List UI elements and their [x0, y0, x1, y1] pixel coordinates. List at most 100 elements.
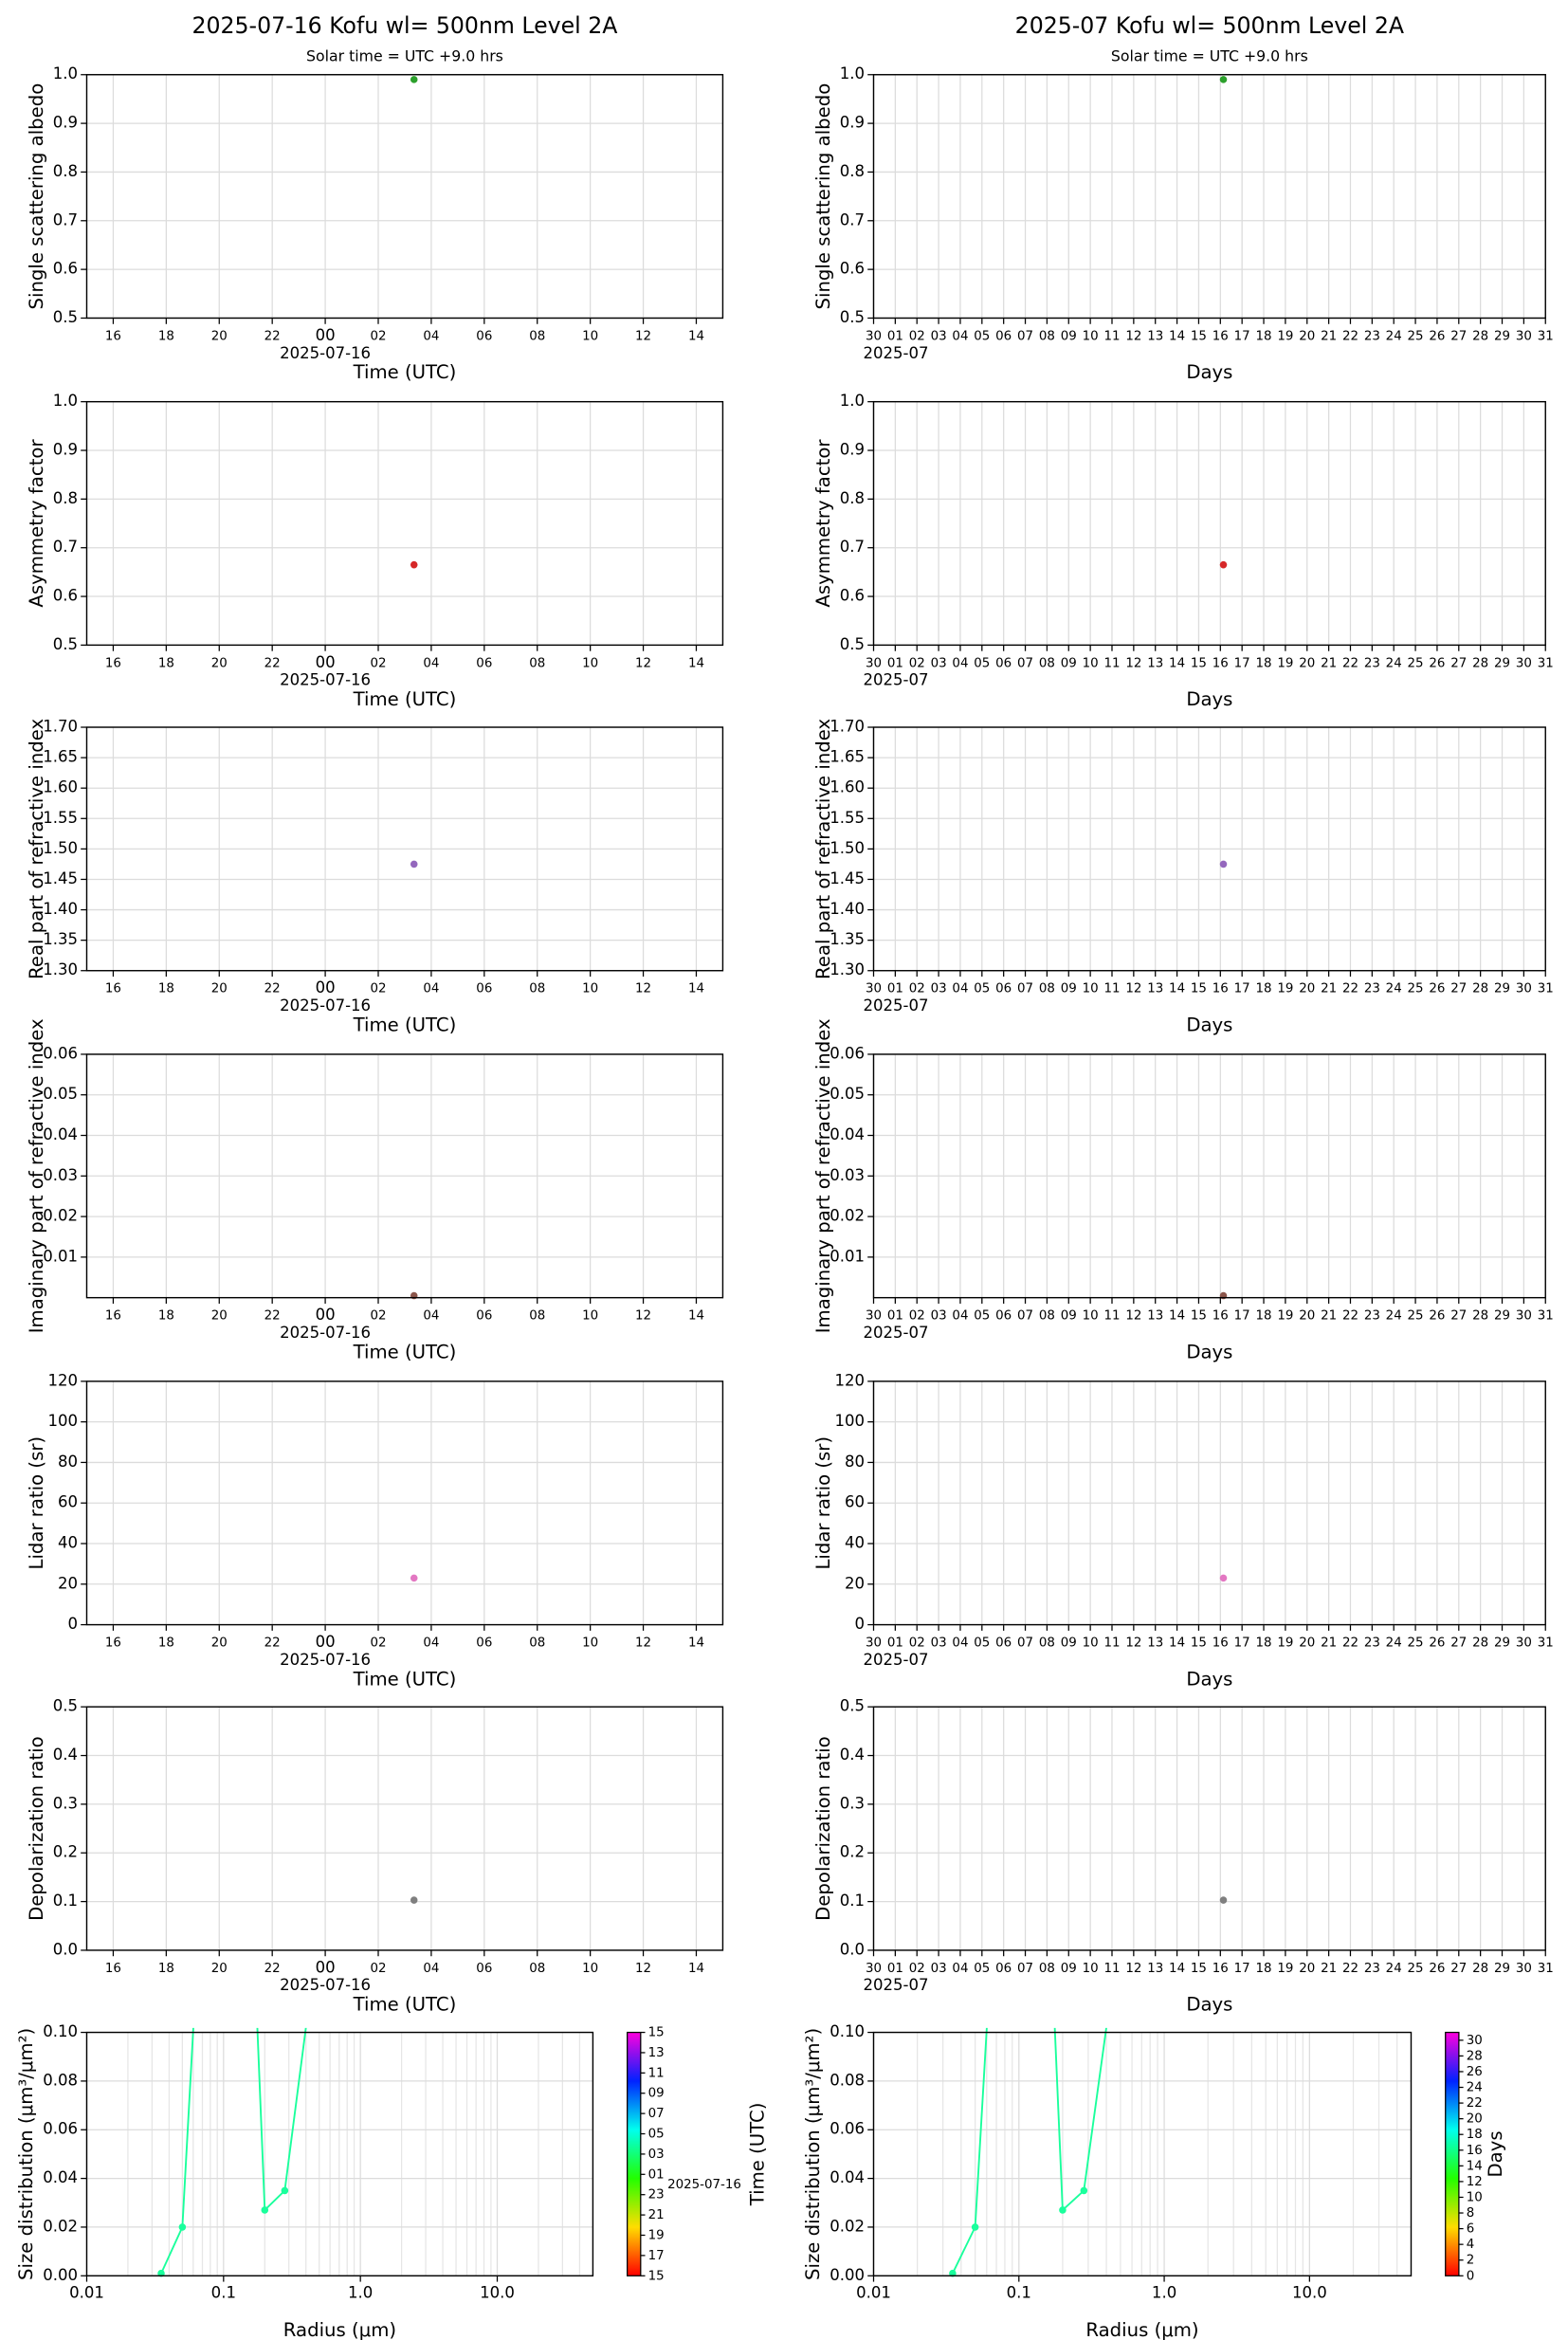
x-tick-label: 10 — [582, 1309, 598, 1324]
axes-frame — [85, 1706, 724, 1951]
x-tick-label: 14 — [688, 1309, 704, 1324]
x-tick-label: 22 — [264, 1309, 281, 1324]
x-tick-label: 04 — [423, 1962, 439, 1976]
point — [971, 2223, 979, 2231]
x-tick-label: 17 — [1234, 982, 1250, 996]
x-tick-label: 22 — [264, 656, 281, 670]
y-tick-label: 0.5 — [53, 1697, 78, 1715]
x-tick-label: 25 — [1408, 329, 1424, 343]
colorbar — [626, 2031, 642, 2276]
x-tick-label: 21 — [1321, 329, 1337, 343]
y-axis-label: Lidar ratio (sr) — [812, 1436, 834, 1570]
x-tick-label: 21 — [1321, 1636, 1337, 1650]
y-tick-label: 0.1 — [840, 1892, 865, 1910]
axes-frame — [85, 2031, 594, 2276]
x-tick-label: 18 — [1256, 1309, 1272, 1324]
y-axis-label: Asymmetry factor — [26, 439, 47, 608]
colorbar-tick-label: 16 — [1467, 2144, 1483, 2158]
x-tick-label: 27 — [1450, 1636, 1467, 1650]
x-tick-label: 02 — [909, 656, 925, 670]
y-tick-label: 1.0 — [53, 64, 78, 82]
x-tick-label: 31 — [1538, 329, 1554, 343]
x-axis-label: Days — [1186, 1015, 1232, 1036]
x-tick-label: 19 — [1277, 656, 1293, 670]
x-tick-label: 16 — [105, 1962, 121, 1976]
x-tick-label: 30 — [866, 1636, 882, 1650]
plot-area — [410, 1574, 418, 1582]
x-tick-label: 10 — [582, 982, 598, 996]
x-tick-label: 12 — [1125, 1962, 1141, 1976]
x-tick-label: 31 — [1538, 1636, 1554, 1650]
x-tick-label: 16 — [1212, 1962, 1229, 1976]
colorbar-tick-label: 15 — [648, 2026, 665, 2040]
colorbar-tick-label: 15 — [648, 2269, 665, 2283]
y-tick-label: 0.2 — [53, 1843, 78, 1861]
y-tick-label: 0.06 — [830, 1044, 865, 1062]
point — [410, 560, 418, 569]
colorbar-tick-label: 0 — [1467, 2269, 1475, 2283]
point — [1219, 860, 1228, 868]
x-tick-label: 15 — [1191, 1309, 1207, 1324]
x-tick-label: 16 — [1212, 329, 1229, 343]
plot-area — [1219, 1896, 1228, 1904]
x-tick-label: 00 — [316, 978, 336, 996]
x-tick-label: 24 — [1386, 982, 1402, 996]
x-tick-label: 30 — [1516, 1636, 1532, 1650]
x-tick-label: 00 — [316, 1633, 336, 1651]
x-tick-label: 06 — [476, 1962, 492, 1976]
y-tick-label: 0.6 — [53, 260, 78, 278]
y-tick-label: 100 — [835, 1412, 866, 1430]
colorbar-tick-label: 03 — [648, 2148, 665, 2162]
y-tick-label: 0.9 — [840, 441, 865, 459]
x-tick-label: 25 — [1408, 1636, 1424, 1650]
x-tick-label: 28 — [1472, 656, 1488, 670]
x-tick-label: 05 — [974, 982, 990, 996]
x-tick-label: 31 — [1538, 1309, 1554, 1324]
y-tick-label: 0.04 — [830, 1125, 865, 1143]
x-tick-label: 24 — [1386, 1636, 1402, 1650]
x-tick-label: 20 — [211, 1962, 228, 1976]
x-tick-label: 31 — [1538, 656, 1554, 670]
x-tick-label: 28 — [1472, 1636, 1488, 1650]
colorbar-tick-label: 4 — [1467, 2238, 1475, 2252]
x-annotation: 2025-07 — [863, 344, 928, 362]
x-tick-label: 27 — [1450, 656, 1467, 670]
x-tick-label: 03 — [931, 656, 947, 670]
x-tick-label: 02 — [909, 1636, 925, 1650]
y-tick-label: 0.0 — [840, 1940, 865, 1958]
x-tick-label: 13 — [1147, 1962, 1163, 1976]
x-tick-label: 08 — [529, 329, 545, 343]
axes-frame — [872, 1380, 1546, 1626]
x-tick-label: 02 — [909, 1962, 925, 1976]
y-tick-label: 60 — [845, 1493, 865, 1511]
x-tick-label: 06 — [995, 329, 1012, 343]
point — [410, 76, 418, 83]
y-axis-label: Lidar ratio (sr) — [26, 1436, 47, 1570]
y-tick-label: 1.40 — [43, 900, 78, 918]
y-tick-label: 120 — [48, 1371, 79, 1389]
x-tick-label: 18 — [158, 1636, 174, 1650]
x-tick-label: 10 — [582, 329, 598, 343]
y-tick-label: 1.70 — [43, 718, 78, 736]
x-tick-label: 18 — [158, 982, 174, 996]
x-tick-label: 10 — [582, 1962, 598, 1976]
x-tick-label: 19 — [1277, 329, 1293, 343]
x-tick-label: 08 — [1039, 329, 1055, 343]
x-tick-label: 06 — [476, 1309, 492, 1324]
x-tick-label: 07 — [1017, 1962, 1033, 1976]
y-tick-label: 1.70 — [830, 718, 865, 736]
x-tick-label: 02 — [370, 656, 386, 670]
x-tick-label: 16 — [1212, 656, 1229, 670]
y-tick-label: 0 — [68, 1615, 79, 1633]
point — [1219, 76, 1228, 83]
x-tick-label: 26 — [1429, 656, 1445, 670]
point — [261, 2206, 269, 2214]
x-tick-label: 00 — [316, 1958, 336, 1976]
y-tick-label: 0.10 — [830, 2022, 865, 2040]
y-tick-label: 1.50 — [43, 839, 78, 857]
x-tick-label: 06 — [995, 1962, 1012, 1976]
x-tick-label: 29 — [1494, 656, 1510, 670]
y-tick-label: 0.04 — [830, 2168, 865, 2186]
x-tick-label: 07 — [1017, 329, 1033, 343]
y-tick-label: 0.08 — [43, 2071, 78, 2089]
